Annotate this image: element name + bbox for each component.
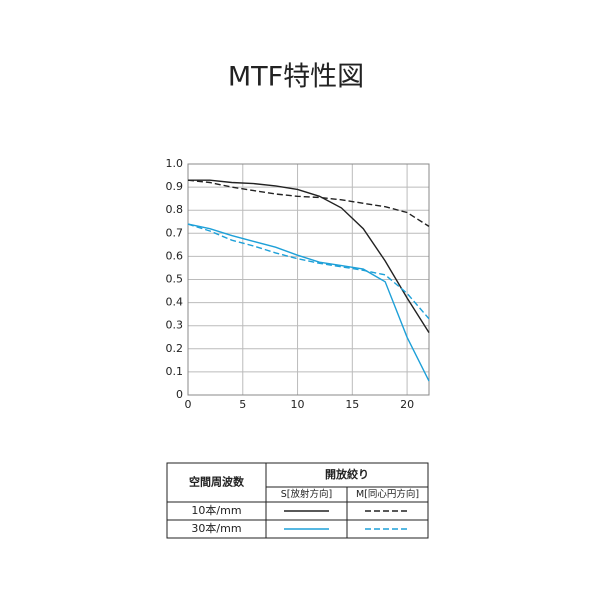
y-tick-label: 0.7 xyxy=(166,226,184,239)
table-header: 開放絞り xyxy=(325,467,369,481)
series-line xyxy=(187,223,430,320)
legend-column: M[同心円方向] xyxy=(356,488,419,500)
y-tick-label: 0.3 xyxy=(166,319,184,332)
x-tick-label: 5 xyxy=(239,398,246,411)
plot-frame xyxy=(187,163,430,396)
y-tick-label: 0.6 xyxy=(166,249,184,262)
legend-table xyxy=(166,462,429,539)
legend-row: 30本/mm xyxy=(191,521,241,535)
legend-row: 10本/mm xyxy=(191,503,241,517)
y-tick-label: 0 xyxy=(176,388,183,401)
y-tick-label: 0.8 xyxy=(166,203,184,216)
x-tick-label: 15 xyxy=(345,398,359,411)
table-header: 空間周波数 xyxy=(189,475,245,489)
x-tick-label: 10 xyxy=(291,398,305,411)
x-tick-label: 0 xyxy=(185,398,192,411)
y-tick-label: 0.5 xyxy=(166,273,184,286)
series-line xyxy=(187,179,430,227)
x-tick-label: 20 xyxy=(400,398,414,411)
y-tick-label: 0.2 xyxy=(166,342,184,355)
y-tick-label: 0.4 xyxy=(166,296,184,309)
y-tick-label: 0.1 xyxy=(166,365,184,378)
chart-title: MTF特性図 xyxy=(228,62,364,93)
series-line xyxy=(188,179,430,333)
legend-column: S[放射方向] xyxy=(281,488,332,500)
series-line xyxy=(187,223,430,382)
y-tick-label: 1.0 xyxy=(166,157,184,170)
y-tick-label: 0.9 xyxy=(166,180,184,193)
